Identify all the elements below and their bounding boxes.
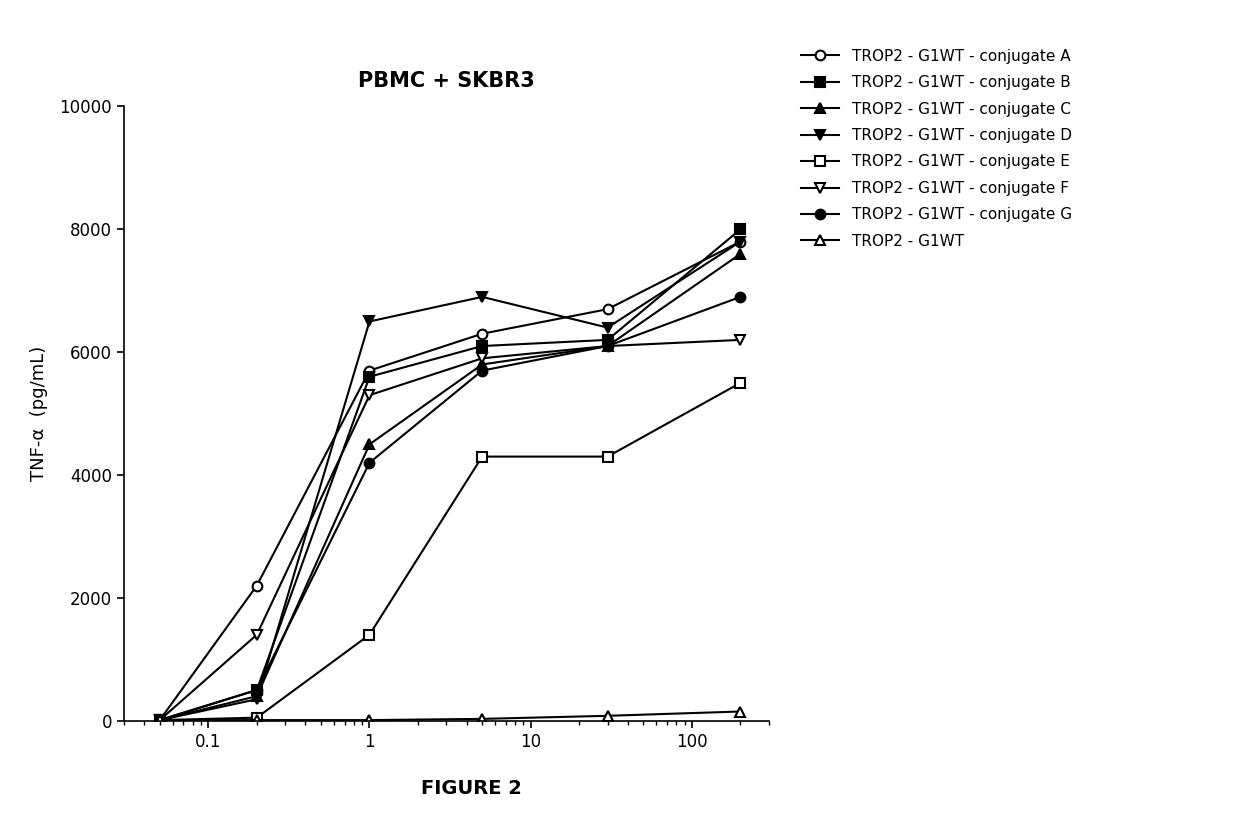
TROP2 - G1WT - conjugate D bbox=[249, 695, 264, 704]
TROP2 - G1WT - conjugate C bbox=[733, 249, 748, 259]
TROP2 - G1WT - conjugate E bbox=[475, 451, 490, 461]
TROP2 - G1WT - conjugate B bbox=[475, 341, 490, 351]
TROP2 - G1WT bbox=[249, 715, 264, 725]
TROP2 - G1WT bbox=[600, 711, 615, 721]
TROP2 - G1WT bbox=[475, 714, 490, 724]
TROP2 - G1WT - conjugate G bbox=[600, 341, 615, 351]
TROP2 - G1WT - conjugate G bbox=[733, 292, 748, 302]
TROP2 - G1WT - conjugate C bbox=[249, 691, 264, 701]
TROP2 - G1WT - conjugate B bbox=[362, 372, 377, 382]
Line: TROP2 - G1WT - conjugate D: TROP2 - G1WT - conjugate D bbox=[155, 237, 745, 725]
TROP2 - G1WT - conjugate G bbox=[362, 458, 377, 468]
TROP2 - G1WT - conjugate A bbox=[153, 715, 167, 725]
TROP2 - G1WT - conjugate A bbox=[600, 305, 615, 314]
TROP2 - G1WT bbox=[362, 715, 377, 725]
TROP2 - G1WT - conjugate B bbox=[249, 685, 264, 695]
TROP2 - G1WT - conjugate A bbox=[362, 365, 377, 375]
TROP2 - G1WT bbox=[733, 707, 748, 717]
Legend: TROP2 - G1WT - conjugate A, TROP2 - G1WT - conjugate B, TROP2 - G1WT - conjugate: TROP2 - G1WT - conjugate A, TROP2 - G1WT… bbox=[801, 48, 1071, 249]
TROP2 - G1WT - conjugate A bbox=[475, 328, 490, 339]
TROP2 - G1WT - conjugate C bbox=[362, 439, 377, 449]
Line: TROP2 - G1WT - conjugate F: TROP2 - G1WT - conjugate F bbox=[155, 335, 745, 725]
Y-axis label: TNF-α  (pg/mL): TNF-α (pg/mL) bbox=[31, 346, 48, 482]
TROP2 - G1WT - conjugate F bbox=[475, 354, 490, 364]
TROP2 - G1WT - conjugate C bbox=[153, 715, 167, 725]
TROP2 - G1WT - conjugate F bbox=[362, 391, 377, 400]
TROP2 - G1WT - conjugate B bbox=[600, 335, 615, 345]
TROP2 - G1WT - conjugate E bbox=[600, 451, 615, 461]
TROP2 - G1WT - conjugate B bbox=[733, 224, 748, 234]
TROP2 - G1WT - conjugate F bbox=[733, 335, 748, 345]
TROP2 - G1WT - conjugate F bbox=[249, 630, 264, 640]
TROP2 - G1WT - conjugate D bbox=[600, 323, 615, 333]
TROP2 - G1WT - conjugate A bbox=[249, 581, 264, 590]
TROP2 - G1WT - conjugate D bbox=[475, 292, 490, 302]
TROP2 - G1WT - conjugate B bbox=[153, 715, 167, 725]
TROP2 - G1WT - conjugate E bbox=[153, 715, 167, 725]
TROP2 - G1WT - conjugate D bbox=[362, 316, 377, 326]
TROP2 - G1WT - conjugate G bbox=[153, 715, 167, 725]
Title: PBMC + SKBR3: PBMC + SKBR3 bbox=[358, 71, 534, 91]
Line: TROP2 - G1WT - conjugate B: TROP2 - G1WT - conjugate B bbox=[155, 224, 745, 725]
TROP2 - G1WT - conjugate D bbox=[733, 237, 748, 247]
TROP2 - G1WT - conjugate A bbox=[733, 237, 748, 247]
TROP2 - G1WT - conjugate G bbox=[249, 685, 264, 695]
Line: TROP2 - G1WT - conjugate C: TROP2 - G1WT - conjugate C bbox=[155, 249, 745, 725]
Line: TROP2 - G1WT - conjugate A: TROP2 - G1WT - conjugate A bbox=[155, 237, 745, 725]
TROP2 - G1WT - conjugate C bbox=[475, 360, 490, 369]
Line: TROP2 - G1WT: TROP2 - G1WT bbox=[155, 707, 745, 725]
TROP2 - G1WT - conjugate D bbox=[153, 715, 167, 725]
TROP2 - G1WT - conjugate E bbox=[362, 630, 377, 640]
TROP2 - G1WT - conjugate E bbox=[733, 378, 748, 388]
TROP2 - G1WT - conjugate F bbox=[600, 341, 615, 351]
Text: FIGURE 2: FIGURE 2 bbox=[420, 780, 522, 799]
TROP2 - G1WT - conjugate C bbox=[600, 341, 615, 351]
Line: TROP2 - G1WT - conjugate G: TROP2 - G1WT - conjugate G bbox=[155, 292, 745, 725]
Line: TROP2 - G1WT - conjugate E: TROP2 - G1WT - conjugate E bbox=[155, 378, 745, 725]
TROP2 - G1WT - conjugate F bbox=[153, 715, 167, 725]
TROP2 - G1WT bbox=[153, 715, 167, 725]
TROP2 - G1WT - conjugate E bbox=[249, 713, 264, 722]
TROP2 - G1WT - conjugate G bbox=[475, 365, 490, 375]
